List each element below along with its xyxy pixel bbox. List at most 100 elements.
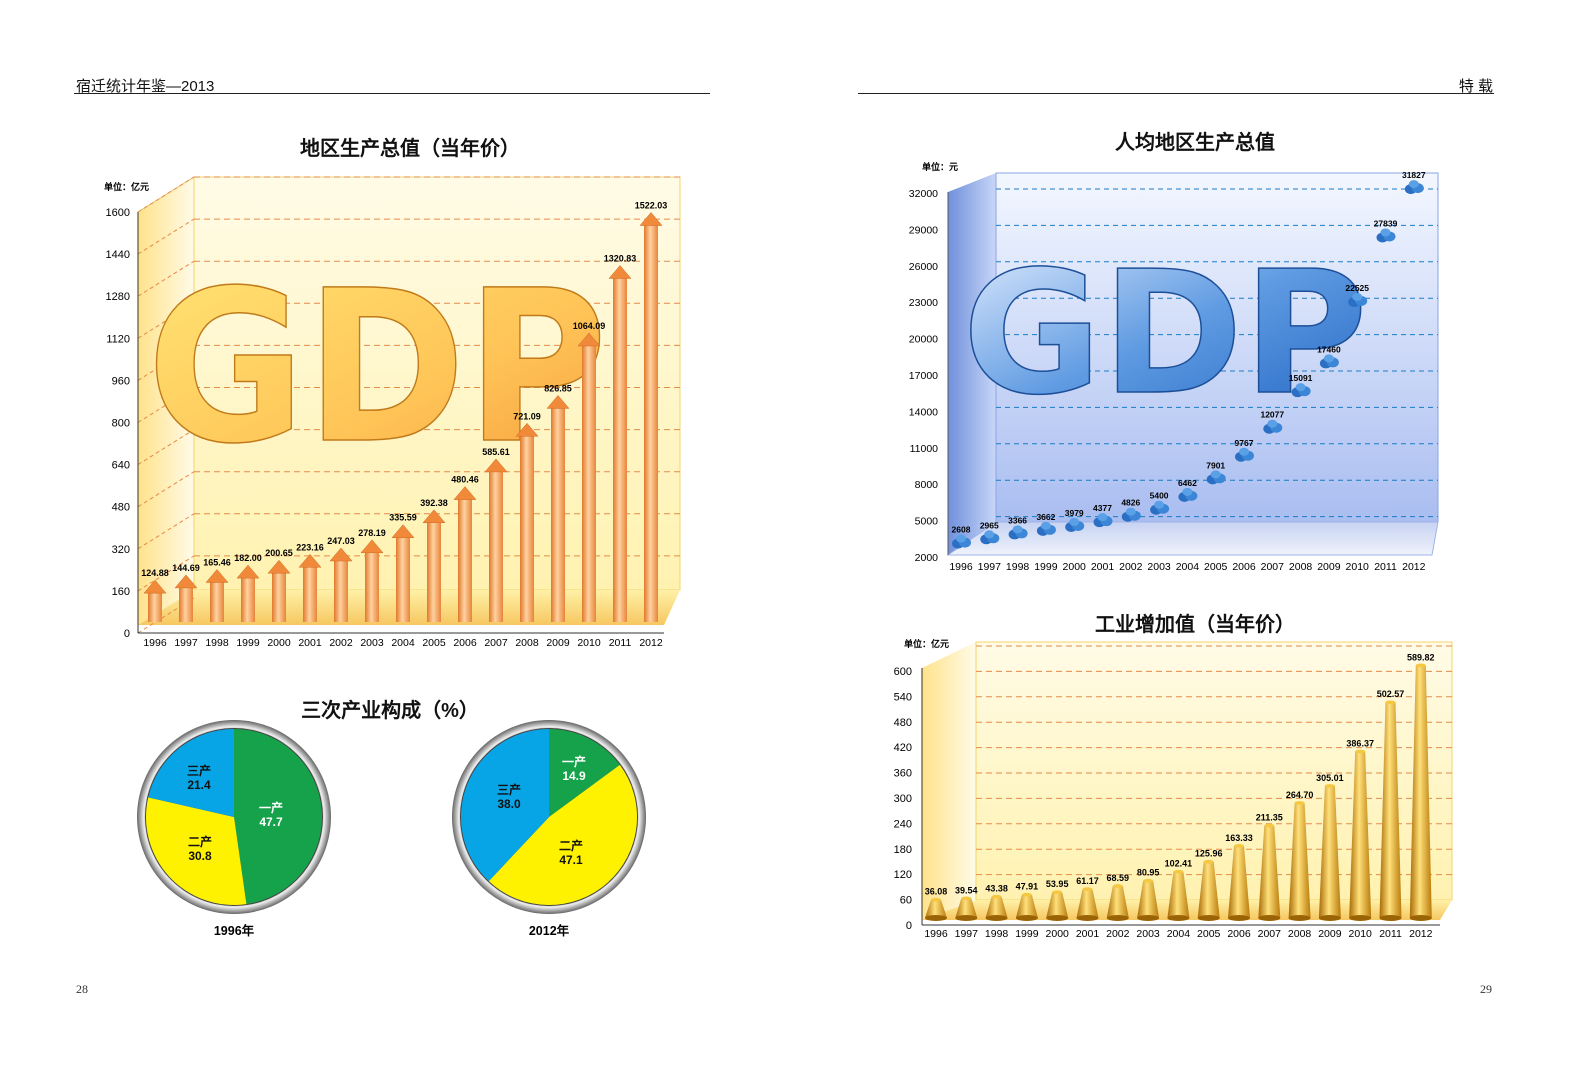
industry-data-label: 39.54 <box>955 885 978 895</box>
pie-slice-value: 38.0 <box>497 797 521 811</box>
industry-xtick-label: 2008 <box>1288 928 1312 940</box>
pie-slice <box>549 729 620 817</box>
per-capita-ytick-label: 5000 <box>915 516 939 528</box>
pie-caption: 2012年 <box>529 923 570 938</box>
gdp-chart-title: 地区生产总值（当年价） <box>300 138 520 160</box>
gdp-data-label: 392.38 <box>420 498 448 508</box>
industry-ytick-label: 420 <box>894 742 912 754</box>
gdp-bar <box>644 224 658 622</box>
gdp-bar <box>582 345 596 622</box>
per-capita-xtick-label: 2003 <box>1147 561 1171 573</box>
gdp-xtick-label: 2006 <box>453 637 477 649</box>
per-capita-data-label: 17460 <box>1317 344 1341 354</box>
gdp-data-label: 826.85 <box>544 383 572 393</box>
per-capita-data-label: 27839 <box>1374 218 1398 228</box>
industry-xtick-label: 2011 <box>1379 928 1402 940</box>
gdp-bar-arrowhead <box>639 212 663 226</box>
left-header-title: 宿迁统计年鉴—2013 <box>76 78 215 95</box>
industry-data-label: 36.08 <box>925 887 948 897</box>
gdp-xtick-label: 2008 <box>515 637 539 649</box>
gdp-bar <box>241 577 255 622</box>
industry-gridlines: 0 60 120 180 240 300 360 420 480 540 600 <box>894 645 1452 932</box>
industry-xtick-label: 2009 <box>1318 928 1342 940</box>
pie-caption: 1996年 <box>214 923 255 938</box>
industry-ytick-label: 540 <box>894 691 912 703</box>
gdp-bar <box>613 277 627 622</box>
right-header-rule <box>858 93 1494 94</box>
per-capita-point <box>1376 228 1396 243</box>
industry-bar <box>1046 890 1069 921</box>
industry-bar <box>925 897 947 921</box>
industry-bar <box>1288 801 1311 921</box>
industry-bar <box>1197 859 1220 921</box>
per-capita-xtick-label: 1998 <box>1006 561 1030 573</box>
gdp-data-label: 1064.09 <box>573 321 606 331</box>
per-capita-data-label: 9767 <box>1235 438 1254 448</box>
industry-xtick-label: 2006 <box>1227 928 1251 940</box>
industry-ytick-label: 360 <box>894 768 912 780</box>
industry-data-label: 386.37 <box>1346 738 1374 748</box>
industry-xtick-label: 2002 <box>1106 928 1130 940</box>
per-capita-ytick-label: 2000 <box>915 552 939 564</box>
per-capita-data-label: 4826 <box>1121 498 1140 508</box>
left-page-number: 28 <box>76 982 88 996</box>
industry-bar <box>1106 884 1129 921</box>
industry-unit: 单位：亿元 <box>904 638 949 649</box>
per-capita-data-label: 2965 <box>980 520 999 530</box>
gdp-xtick-label: 2010 <box>577 637 601 649</box>
pie-slice <box>461 729 549 882</box>
industry-xtick-label: 2007 <box>1258 928 1282 940</box>
pie-slice <box>148 729 234 817</box>
per-capita-data-label: 3979 <box>1065 508 1084 518</box>
gdp-data-label: 335.59 <box>389 513 417 523</box>
industry-bar <box>955 896 978 921</box>
pie-slice-name: 二产 <box>559 838 583 853</box>
per-capita-xtick-label: 2001 <box>1091 561 1115 573</box>
industry-ytick-label: 60 <box>900 895 912 907</box>
gdp-bar <box>489 470 503 622</box>
per-capita-watermark-text: GDP <box>962 235 1367 433</box>
pie-slice-value: 14.9 <box>562 769 586 783</box>
per-capita-point <box>1404 180 1424 195</box>
industry-xtick-label: 1997 <box>955 928 979 940</box>
per-capita-xtick-label: 2002 <box>1119 561 1143 573</box>
industry-data-label: 61.17 <box>1076 876 1099 886</box>
gdp-data-label: 165.46 <box>203 557 231 567</box>
gdp-data-label: 1320.83 <box>604 253 637 263</box>
per-capita-ytick-label: 32000 <box>909 188 938 200</box>
industry-ytick-label: 180 <box>894 844 912 856</box>
per-capita-point <box>1121 507 1141 522</box>
industry-ytick-label: 300 <box>894 793 912 805</box>
gdp-bar-arrowhead <box>205 569 229 583</box>
gdp-bar-arrowhead <box>546 395 570 409</box>
gdp-bar <box>179 586 193 622</box>
industry-data-label: 43.38 <box>985 884 1008 894</box>
industry-data-label: 53.95 <box>1046 879 1069 889</box>
pie-slice-value: 47.7 <box>259 815 283 829</box>
industry-bar <box>1167 869 1190 921</box>
gdp-ytick-label: 160 <box>112 586 130 598</box>
gdp-data-label: 1522.03 <box>635 201 668 211</box>
industry-bar <box>1409 663 1432 921</box>
industry-xtick-label: 1999 <box>1015 928 1039 940</box>
industry-data-label: 264.70 <box>1286 790 1314 800</box>
gdp-bar <box>272 572 286 622</box>
pie-slice <box>146 797 247 905</box>
pie-slice <box>234 729 322 905</box>
gdp-marks: 124.88 1996 144.69 1997 165.46 1998 182.00 1999… <box>141 201 667 649</box>
per-capita-gridlines: 2000 5000 8000 11000 14000 17000 20000 23000 260… <box>909 188 1438 564</box>
gdp-bar <box>396 536 410 622</box>
pie-slice-name: 三产 <box>497 782 521 797</box>
industry-data-label: 305.01 <box>1316 773 1344 783</box>
per-capita-point <box>1093 513 1113 528</box>
industry-bar <box>1318 784 1341 921</box>
per-capita-chart-title: 人均地区生产总值 <box>1115 132 1275 154</box>
gdp-bar <box>334 560 348 622</box>
per-capita-point <box>1291 383 1311 398</box>
gdp-xtick-label: 1999 <box>236 637 260 649</box>
gdp-bar-arrowhead <box>298 553 322 568</box>
per-capita-point <box>1235 447 1254 462</box>
